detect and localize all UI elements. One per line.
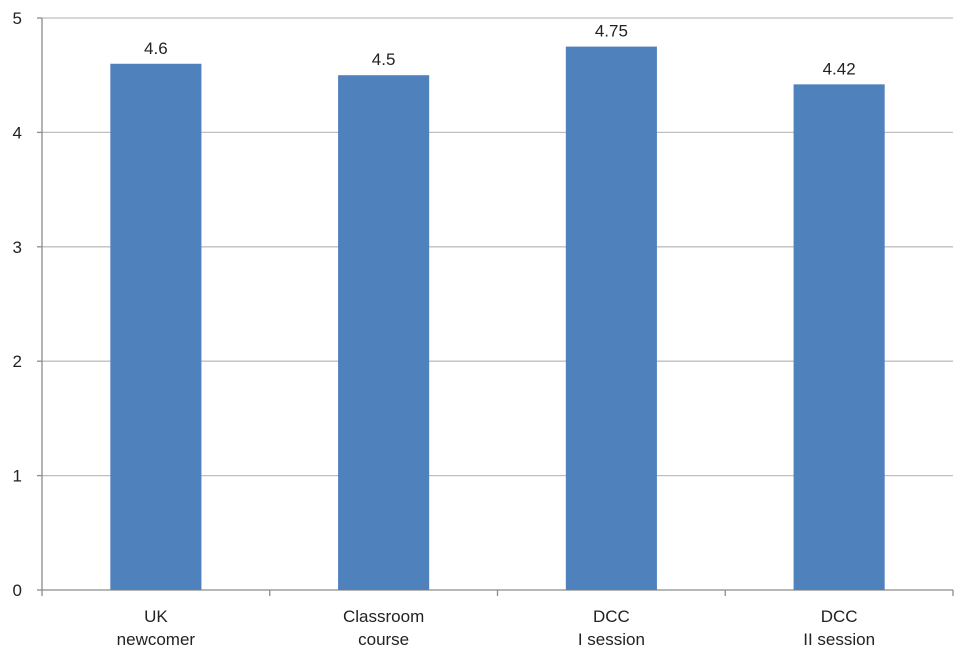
bar-1 xyxy=(110,63,202,590)
category-label: UK xyxy=(144,607,168,626)
bar-4 xyxy=(793,84,885,591)
y-tick-label: 1 xyxy=(13,467,22,486)
category-label: newcomer xyxy=(117,630,196,649)
category-label: Classroom xyxy=(343,607,424,626)
y-tick-label: 4 xyxy=(13,123,22,142)
category-label: DCC xyxy=(821,607,858,626)
data-label: 4.75 xyxy=(595,22,628,41)
category-label: II session xyxy=(803,630,875,649)
data-label: 4.42 xyxy=(823,59,856,78)
bars xyxy=(110,46,885,591)
data-label: 4.6 xyxy=(144,39,168,58)
category-label: I session xyxy=(578,630,645,649)
y-tick-label: 5 xyxy=(13,9,22,28)
y-tick-label: 2 xyxy=(13,352,22,371)
y-tick-label: 0 xyxy=(13,581,22,600)
data-label: 4.5 xyxy=(372,50,396,69)
category-label: DCC xyxy=(593,607,630,626)
bar-2 xyxy=(338,75,430,590)
labels: 0 1 2 3 4 5 4.6 UK newcomer 4.5 Classroom course 4.7… xyxy=(13,9,876,649)
bar-3 xyxy=(565,46,657,591)
y-tick-label: 3 xyxy=(13,238,22,257)
category-label: course xyxy=(358,630,409,649)
